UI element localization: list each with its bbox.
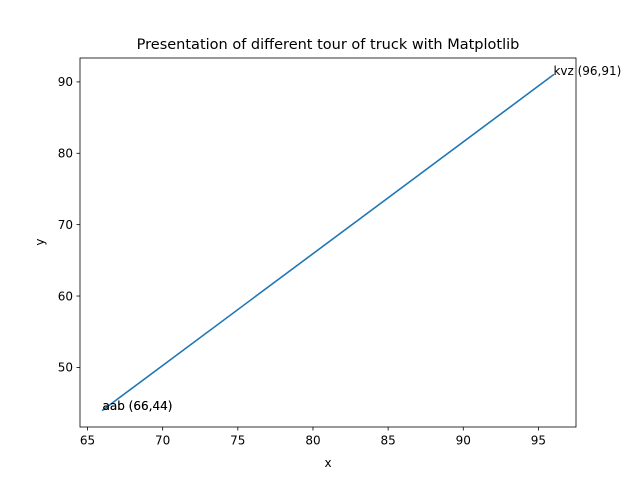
plot-area: aab (66,44)aab (66,44)kvz (96,91) xyxy=(101,64,621,413)
x-axis-label: x xyxy=(324,456,331,470)
point-annotation: kvz (96,91) xyxy=(553,64,621,78)
x-tick-label: 95 xyxy=(531,434,546,448)
y-tick-label: 90 xyxy=(58,75,73,89)
series-line-0 xyxy=(101,73,555,412)
y-tick-label: 60 xyxy=(58,289,73,303)
x-tick-label: 70 xyxy=(155,434,170,448)
x-tick-label: 85 xyxy=(380,434,395,448)
y-tick-label: 70 xyxy=(58,218,73,232)
x-axis: 65 70 75 80 85 90 95 xyxy=(80,427,546,448)
y-tick-label: 80 xyxy=(58,147,73,161)
point-annotation: aab (66,44) xyxy=(103,399,173,413)
x-tick-label: 90 xyxy=(456,434,471,448)
y-axis: 50 60 70 80 90 xyxy=(58,75,80,375)
point-annotation: aab (66,44) xyxy=(103,399,173,413)
x-tick-label: 75 xyxy=(230,434,245,448)
y-axis-label: y xyxy=(33,238,47,245)
y-tick-label: 50 xyxy=(58,361,73,375)
x-tick-label: 80 xyxy=(305,434,320,448)
x-tick-label: 65 xyxy=(80,434,95,448)
chart-title: Presentation of different tour of truck … xyxy=(137,37,520,53)
axes-frame xyxy=(79,57,577,428)
